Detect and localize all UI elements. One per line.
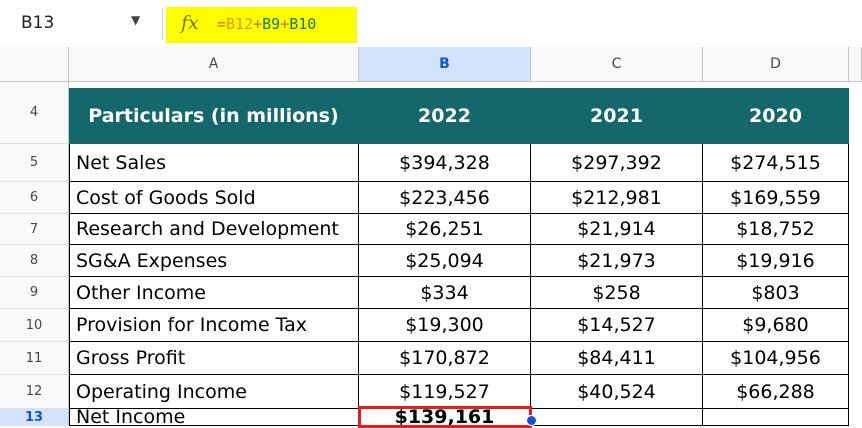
value-cell[interactable]: $119,527 <box>359 375 531 409</box>
row-label: Other Income <box>69 277 359 309</box>
row-header-10[interactable]: 10 <box>0 309 69 342</box>
formula-token: + <box>280 15 290 33</box>
row-label: Gross Profit <box>69 342 359 375</box>
value-cell[interactable]: $19,300 <box>359 309 531 342</box>
row-label: SG&A Expenses <box>69 245 359 277</box>
value-cell[interactable]: $9,680 <box>703 309 849 342</box>
spreadsheet-grid[interactable]: A B C D 4 Particulars (in millions) 2022 2021 20… <box>0 47 862 428</box>
value-cell[interactable]: $19,916 <box>703 245 849 277</box>
row-label: Research and Development <box>69 214 359 245</box>
row-label: Cost of Goods Sold <box>69 182 359 214</box>
table-header-year: 2022 <box>359 88 531 144</box>
formula-bar: B13 ▼ fx =B12+B9+B10 <box>0 0 862 48</box>
selected-cell-b13[interactable]: $139,161 <box>359 409 531 426</box>
value-cell[interactable]: $258 <box>531 277 703 309</box>
fill-handle[interactable] <box>526 415 537 426</box>
value-cell[interactable]: $223,456 <box>359 182 531 214</box>
formula-token: = <box>217 15 227 33</box>
value-cell[interactable]: $40,524 <box>531 375 703 409</box>
formula-bar-divider <box>162 8 163 40</box>
table-header-year: 2021 <box>531 88 703 144</box>
value-cell[interactable]: $66,288 <box>703 375 849 409</box>
formula-token: B10 <box>289 15 317 33</box>
value-cell[interactable] <box>703 409 849 426</box>
row-label: Net Income <box>69 409 359 426</box>
row-header-8[interactable]: 8 <box>0 245 69 277</box>
cell-reference: B13 <box>21 13 55 33</box>
column-header-a[interactable]: A <box>69 47 359 82</box>
value-cell[interactable]: $212,981 <box>531 182 703 214</box>
row-label: Provision for Income Tax <box>69 309 359 342</box>
value-cell[interactable]: $169,559 <box>703 182 849 214</box>
row-header-11[interactable]: 11 <box>0 342 69 375</box>
column-header-d[interactable]: D <box>703 47 849 82</box>
formula-highlight <box>166 7 357 43</box>
column-header-c[interactable]: C <box>531 47 703 82</box>
value-cell[interactable]: $21,914 <box>531 214 703 245</box>
formula-input[interactable]: =B12+B9+B10 <box>217 15 316 33</box>
formula-token: B12 <box>226 15 254 33</box>
row-header-7[interactable]: 7 <box>0 214 69 245</box>
value-cell[interactable]: $84,411 <box>531 342 703 375</box>
value-cell[interactable]: $18,752 <box>703 214 849 245</box>
chevron-down-icon[interactable]: ▼ <box>131 13 141 27</box>
value-cell[interactable]: $297,392 <box>531 144 703 182</box>
fx-icon: fx <box>181 12 199 34</box>
table-header-year: 2020 <box>703 88 849 144</box>
value-cell[interactable]: $803 <box>703 277 849 309</box>
value-cell[interactable]: $25,094 <box>359 245 531 277</box>
value-cell[interactable]: $21,973 <box>531 245 703 277</box>
row-label: Net Sales <box>69 144 359 182</box>
row-header-13[interactable]: 13 <box>0 409 69 426</box>
row-header-12[interactable]: 12 <box>0 375 69 409</box>
value-cell[interactable] <box>531 409 703 426</box>
name-box[interactable]: B13 ▼ <box>0 0 162 47</box>
value-cell[interactable]: $26,251 <box>359 214 531 245</box>
value-cell[interactable]: $14,527 <box>531 309 703 342</box>
formula-token: + <box>253 15 263 33</box>
row-header-4[interactable]: 4 <box>0 82 69 144</box>
value-cell[interactable]: $274,515 <box>703 144 849 182</box>
value-cell[interactable]: $104,956 <box>703 342 849 375</box>
value-cell[interactable]: $170,872 <box>359 342 531 375</box>
row-header-6[interactable]: 6 <box>0 182 69 214</box>
formula-token: B9 <box>262 15 281 33</box>
row-label: Operating Income <box>69 375 359 409</box>
value-cell[interactable]: $334 <box>359 277 531 309</box>
table-header-particulars: Particulars (in millions) <box>69 88 359 144</box>
value-cell[interactable]: $394,328 <box>359 144 531 182</box>
column-header-blank <box>849 47 862 82</box>
row-header-9[interactable]: 9 <box>0 277 69 309</box>
column-header-b[interactable]: B <box>359 47 531 82</box>
select-all-corner[interactable] <box>0 47 69 82</box>
row-header-5[interactable]: 5 <box>0 144 69 182</box>
